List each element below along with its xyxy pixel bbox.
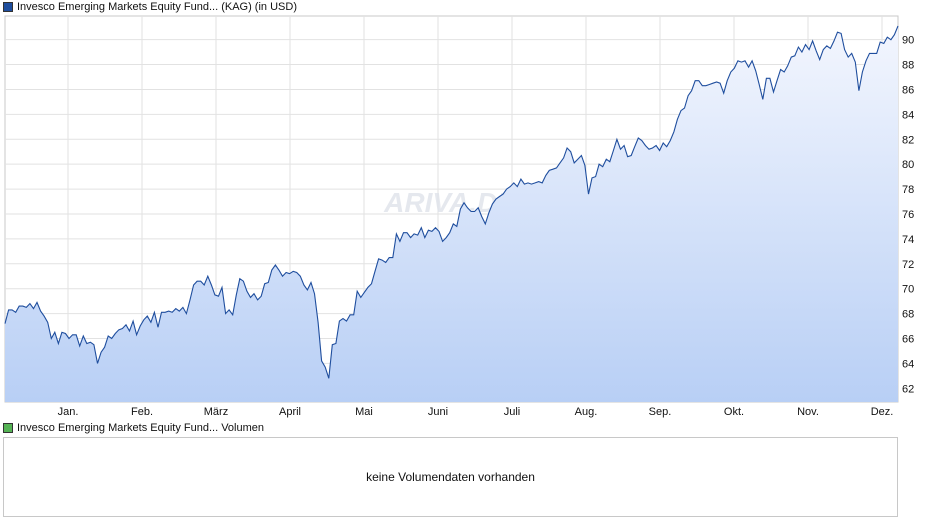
x-tick-label: Aug. [575,406,598,418]
volume-panel: keine Volumendaten vorhanden [3,437,898,517]
y-tick-label: 74 [902,234,914,246]
volume-legend-swatch [3,423,13,433]
y-tick-label: 72 [902,259,914,271]
y-tick-label: 90 [902,35,914,47]
price-legend-label: Invesco Emerging Markets Equity Fund... … [17,1,297,13]
y-tick-label: 68 [902,309,914,321]
x-tick-label: Dez. [871,406,894,418]
y-tick-label: 70 [902,284,914,296]
x-tick-label: März [204,406,228,418]
y-tick-label: 66 [902,333,914,345]
x-tick-label: Juni [428,406,448,418]
x-tick-label: Nov. [797,406,819,418]
price-area-fill [5,26,898,402]
x-tick-label: Juli [504,406,521,418]
x-tick-label: Sep. [649,406,672,418]
y-tick-label: 84 [902,109,914,121]
no-volume-message: keine Volumendaten vorhanden [366,470,535,484]
volume-legend-label: Invesco Emerging Markets Equity Fund... … [17,422,265,434]
x-axis-labels: Jan. Feb. März April Mai Juni Juli Aug. Sep. Okt.… [58,406,894,418]
price-legend-swatch [3,2,13,12]
y-axis-labels: 62 64 66 68 70 72 74 76 78 80 82 84 86 88 90 [902,35,914,396]
x-tick-label: April [279,406,301,418]
y-tick-label: 86 [902,84,914,96]
y-tick-label: 64 [902,358,914,370]
price-line [4,25,899,379]
price-chart: ARIVA.DE 626466687072747678808284868890 … [4,15,914,418]
y-tick-label: 82 [902,134,914,146]
y-tick-label: 76 [902,209,914,221]
x-tick-label: Mai [355,406,373,418]
y-tick-label: 78 [902,184,914,196]
y-tick-label: 62 [902,383,914,395]
y-tick-label: 88 [902,60,914,72]
x-tick-label: Feb. [131,406,153,418]
y-tick-label: 80 [902,159,914,171]
x-tick-label: Jan. [58,406,79,418]
price-legend: Invesco Emerging Markets Equity Fund... … [3,0,297,14]
x-tick-label: Okt. [724,406,744,418]
volume-legend: Invesco Emerging Markets Equity Fund... … [3,421,264,435]
